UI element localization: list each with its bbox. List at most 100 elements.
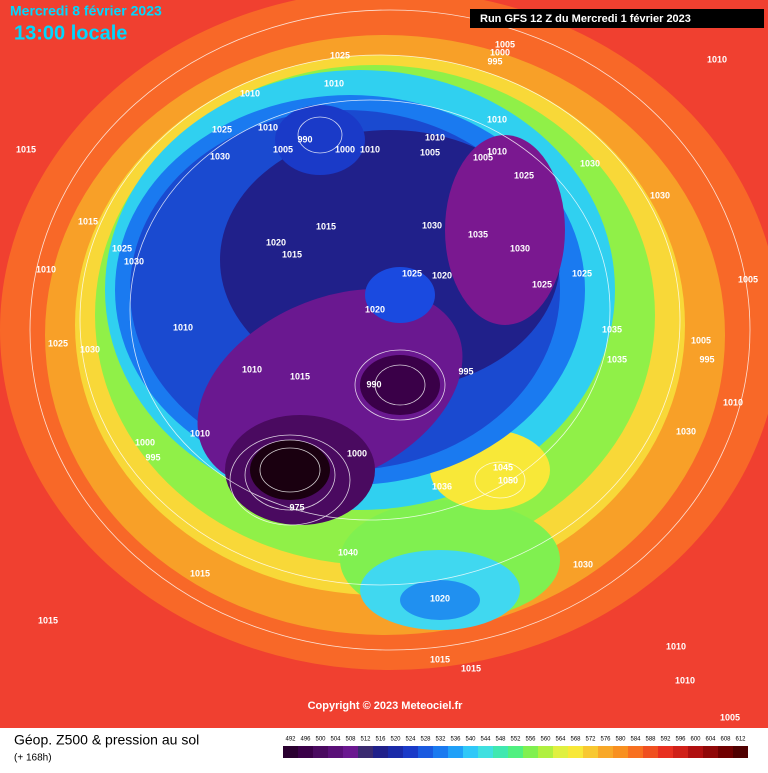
scale-swatch <box>298 746 313 758</box>
isobar-label: 1010 <box>723 397 743 407</box>
isobar-label: 1030 <box>80 344 100 354</box>
scale-swatch <box>598 746 613 758</box>
isobar-label: 975 <box>289 502 304 512</box>
isobar-label: 1030 <box>124 256 144 266</box>
isobar-label: 1030 <box>510 243 530 253</box>
scale-swatch <box>718 746 733 758</box>
scale-label: 504 <box>330 737 341 743</box>
isobar-label: 1010 <box>258 122 278 132</box>
scale-label: 580 <box>615 737 626 743</box>
scale-label: 552 <box>510 737 521 743</box>
isobar-label: 1036 <box>432 481 452 491</box>
scale-swatch <box>673 746 688 758</box>
isobar-label: 1035 <box>468 229 488 239</box>
scale-swatch <box>403 746 418 758</box>
isobar-label: 1020 <box>365 304 385 314</box>
isobar-label: 995 <box>145 452 160 462</box>
isobar-label: 1005 <box>738 274 758 284</box>
z500-fields <box>0 0 768 670</box>
isobar-label: 1010 <box>242 364 262 374</box>
scale-label: 540 <box>465 737 476 743</box>
lead-time: (+ 168h) <box>14 753 52 764</box>
isobar-label: 1010 <box>324 78 344 88</box>
isobar-label: 1020 <box>266 237 286 247</box>
scale-swatch <box>448 746 463 758</box>
time-label: 13:00 locale <box>14 22 127 44</box>
scale-label: 560 <box>540 737 551 743</box>
isobar-label: 1010 <box>707 54 727 64</box>
scale-label: 592 <box>660 737 671 743</box>
isobar-label: 1000 <box>347 448 367 458</box>
isobar-label: 1045 <box>493 462 513 472</box>
isobar-label: 1030 <box>422 220 442 230</box>
isobar-label: 1000 <box>490 47 510 57</box>
isobar-label: 1005 <box>273 144 293 154</box>
color-scale: 492 496 500 504 508 512 516 520 524 528 532 536 540 5… <box>283 737 748 758</box>
scale-label: 508 <box>345 737 356 743</box>
isobar-label: 1015 <box>430 654 450 664</box>
isobar-label: 1005 <box>720 712 740 722</box>
scale-swatch <box>313 746 328 758</box>
scale-swatch <box>388 746 403 758</box>
scale-label: 596 <box>675 737 686 743</box>
scale-swatch <box>688 746 703 758</box>
scale-swatch <box>508 746 523 758</box>
isobar-label: 1010 <box>190 428 210 438</box>
scale-swatch <box>343 746 358 758</box>
isobar-label: 1000 <box>335 144 355 154</box>
scale-swatch <box>418 746 433 758</box>
scale-swatch <box>628 746 643 758</box>
scale-label: 612 <box>735 737 746 743</box>
date-label: Mercredi 8 février 2023 <box>10 3 162 19</box>
scale-label: 512 <box>360 737 371 743</box>
copyright: Copyright © 2023 Meteociel.fr <box>308 700 464 712</box>
isobar-label: 1035 <box>607 354 627 364</box>
isobar-label: 1010 <box>487 146 507 156</box>
isobar-label: 1005 <box>691 335 711 345</box>
isobar-label: 1015 <box>290 371 310 381</box>
scale-swatch <box>733 746 748 758</box>
isobar-label: 1010 <box>487 114 507 124</box>
scale-label: 500 <box>315 737 326 743</box>
isobar-label: 1015 <box>38 615 58 625</box>
isobar-label: 995 <box>487 56 502 66</box>
run-box <box>470 9 764 28</box>
scale-swatch <box>283 746 298 758</box>
isobar-label: 995 <box>699 354 714 364</box>
isobar-label: 990 <box>297 134 312 144</box>
isobar-label: 1030 <box>580 158 600 168</box>
scale-label: 608 <box>720 737 731 743</box>
isobar-label: 1010 <box>425 132 445 142</box>
scale-swatch <box>433 746 448 758</box>
scale-label: 572 <box>585 737 596 743</box>
isobar-label: 1040 <box>338 547 358 557</box>
isobar-label: 1015 <box>78 216 98 226</box>
scale-label: 604 <box>705 737 716 743</box>
isobar-label: 1010 <box>173 322 193 332</box>
isobar-label: 1015 <box>461 663 481 673</box>
isobar-label: 1005 <box>473 152 493 162</box>
isobars <box>29 9 751 651</box>
isobar-label: 1010 <box>666 641 686 651</box>
scale-swatch <box>553 746 568 758</box>
scale-swatch <box>583 746 598 758</box>
isobar-label: 1015 <box>190 568 210 578</box>
scale-label: 556 <box>525 737 536 743</box>
scale-label: 584 <box>630 737 641 743</box>
isobar-label: 1025 <box>212 124 232 134</box>
isobar-label: 990 <box>366 379 381 389</box>
isobar-label: 1015 <box>316 221 336 231</box>
scale-swatch <box>328 746 343 758</box>
scale-swatch <box>643 746 658 758</box>
scale-label: 528 <box>420 737 431 743</box>
scale-label: 532 <box>435 737 446 743</box>
scale-swatch <box>478 746 493 758</box>
scale-swatch <box>538 746 553 758</box>
isobar-label: 1000 <box>135 437 155 447</box>
isobar-label: 1010 <box>36 264 56 274</box>
scale-label: 544 <box>480 737 491 743</box>
scale-label: 576 <box>600 737 611 743</box>
isobar-label: 1015 <box>282 249 302 259</box>
isobar-label: 995 <box>458 366 473 376</box>
